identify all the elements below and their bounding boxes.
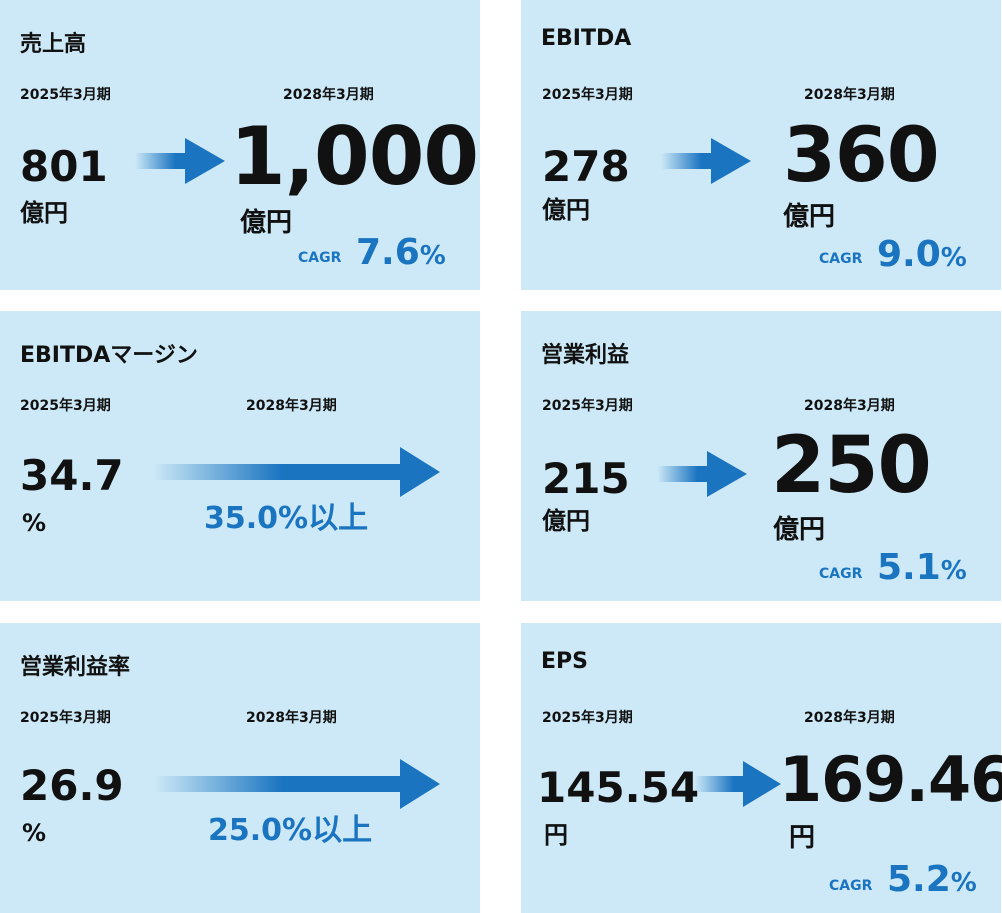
from-unit: 億円 (20, 199, 68, 227)
card-title: EPS (541, 649, 588, 674)
from-period: 2025年3月期 (542, 710, 633, 726)
right-arrow-icon (657, 451, 747, 497)
from-period: 2025年3月期 (20, 87, 111, 103)
card-title: 売上高 (20, 32, 87, 57)
right-arrow-icon (661, 138, 751, 184)
card-operating-margin: 営業利益率 2025年3月期 2028年3月期 26.9 % 25.0%以上 (0, 623, 480, 913)
from-value: 278 (542, 142, 630, 191)
card-title: 営業利益率 (20, 655, 131, 680)
cagr-label: CAGR (819, 566, 863, 582)
cagr-label: CAGR (819, 251, 863, 267)
right-arrow-icon (152, 447, 440, 497)
to-unit: 億円 (783, 202, 836, 232)
to-period: 2028年3月期 (246, 710, 337, 726)
cagr-value: 9.0% (877, 234, 967, 275)
to-value: 1,000 (230, 110, 479, 203)
to-value: 169.46 (779, 743, 1002, 816)
cagr-label: CAGR (298, 250, 342, 266)
right-arrow-icon (135, 138, 225, 184)
card-ebitda: EBITDA 2025年3月期 2028年3月期 278 億円 360 億円 C… (521, 0, 1001, 290)
card-revenue: 売上高 2025年3月期 2028年3月期 801 億円 1,000 億円 CA… (0, 0, 480, 290)
from-unit: 円 (544, 821, 568, 849)
right-arrow-icon (695, 761, 781, 807)
cagr-value: 5.2% (887, 859, 977, 900)
from-period: 2025年3月期 (20, 710, 111, 726)
from-value: 215 (542, 454, 630, 503)
from-value: 801 (20, 142, 108, 191)
to-value: 250 (771, 421, 932, 511)
from-period: 2025年3月期 (542, 87, 633, 103)
to-unit: 億円 (773, 515, 826, 545)
card-operating-income: 営業利益 2025年3月期 2028年3月期 215 億円 250 億円 CAG… (521, 311, 1001, 601)
from-value: 145.54 (537, 763, 700, 812)
from-unit: % (22, 509, 47, 537)
from-period: 2025年3月期 (20, 398, 111, 414)
to-value: 360 (783, 110, 940, 199)
to-period: 2028年3月期 (246, 398, 337, 414)
to-period: 2028年3月期 (283, 87, 374, 103)
card-title: EBITDAマージン (20, 343, 198, 368)
cagr-label: CAGR (829, 878, 873, 894)
card-eps: EPS 2025年3月期 2028年3月期 145.54 円 169.46 円 … (521, 623, 1002, 913)
to-period: 2028年3月期 (804, 710, 895, 726)
to-period: 2028年3月期 (804, 398, 895, 414)
to-period: 2028年3月期 (804, 87, 895, 103)
from-period: 2025年3月期 (542, 398, 633, 414)
from-unit: 億円 (542, 196, 590, 224)
to-unit: 億円 (240, 208, 293, 238)
cagr-value: 7.6% (356, 232, 446, 273)
from-value: 34.7 (20, 451, 124, 500)
target-value: 25.0%以上 (208, 813, 373, 848)
cagr-value: 5.1% (877, 547, 967, 588)
from-unit: % (22, 819, 47, 847)
from-unit: 億円 (542, 507, 590, 535)
target-value: 35.0%以上 (204, 501, 369, 536)
card-ebitda-margin: EBITDAマージン 2025年3月期 2028年3月期 34.7 % 35.0… (0, 311, 480, 601)
card-title: EBITDA (541, 26, 632, 51)
from-value: 26.9 (20, 761, 124, 810)
to-unit: 円 (789, 823, 816, 853)
right-arrow-icon (154, 759, 440, 809)
card-title: 営業利益 (541, 343, 630, 368)
